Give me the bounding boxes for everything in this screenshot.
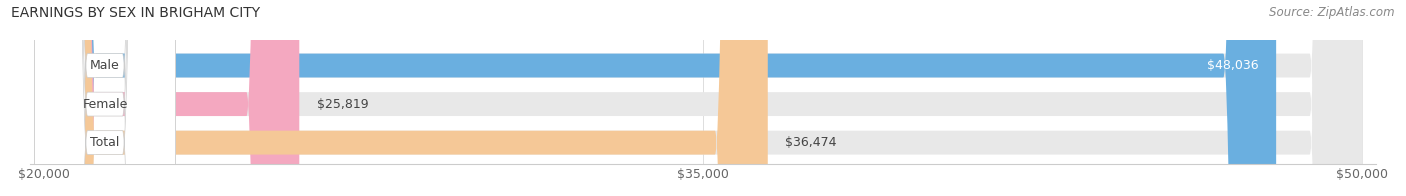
FancyBboxPatch shape: [44, 0, 1277, 196]
FancyBboxPatch shape: [44, 0, 1362, 196]
Text: Source: ZipAtlas.com: Source: ZipAtlas.com: [1270, 6, 1395, 19]
FancyBboxPatch shape: [44, 0, 299, 196]
FancyBboxPatch shape: [44, 0, 1362, 196]
Text: $36,474: $36,474: [786, 136, 837, 149]
FancyBboxPatch shape: [44, 0, 1362, 196]
Text: $48,036: $48,036: [1206, 59, 1258, 72]
Text: Total: Total: [90, 136, 120, 149]
Text: EARNINGS BY SEX IN BRIGHAM CITY: EARNINGS BY SEX IN BRIGHAM CITY: [11, 6, 260, 20]
Text: Female: Female: [83, 98, 128, 111]
FancyBboxPatch shape: [35, 0, 176, 196]
Text: $25,819: $25,819: [316, 98, 368, 111]
FancyBboxPatch shape: [44, 0, 768, 196]
FancyBboxPatch shape: [35, 0, 176, 196]
FancyBboxPatch shape: [35, 0, 176, 196]
Text: Male: Male: [90, 59, 120, 72]
